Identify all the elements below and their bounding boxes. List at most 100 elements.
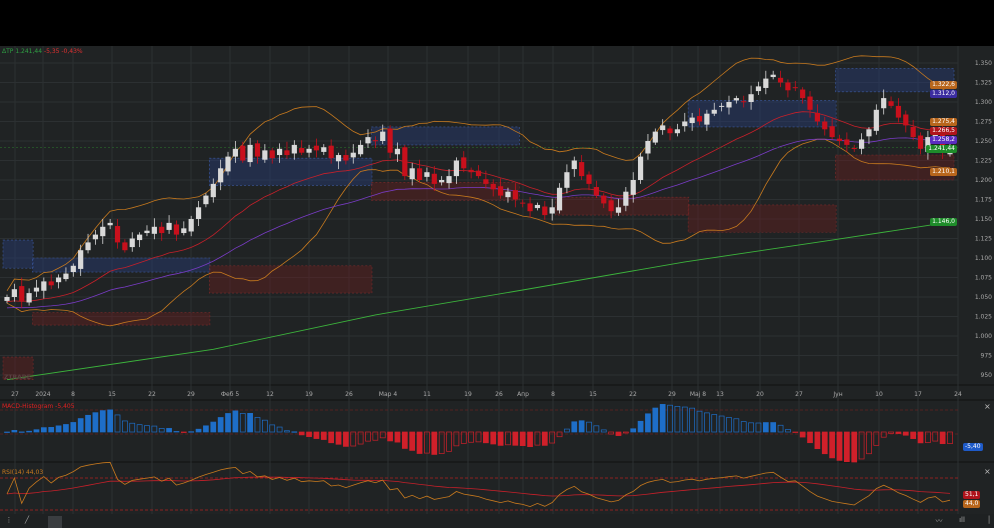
- candle-down: [851, 148, 857, 150]
- macd-histogram-bar: [873, 431, 880, 446]
- supply-zone: [32, 257, 211, 273]
- x-tick-label: Мар 4: [379, 391, 398, 398]
- macd-histogram-bar: [483, 431, 489, 444]
- rsi-close-icon[interactable]: ×: [984, 467, 991, 476]
- supply-zone: [2, 239, 34, 269]
- candle-down: [608, 200, 614, 212]
- macd-histogram-bar: [910, 431, 917, 439]
- macd-histogram-bar: [608, 431, 614, 435]
- candle-up: [137, 234, 143, 241]
- macd-histogram-bar: [446, 431, 452, 452]
- candle-up: [726, 102, 732, 108]
- macd-histogram-bar: [276, 426, 283, 433]
- macd-histogram-bar: [578, 420, 585, 433]
- price-badge: 1.266,5: [930, 126, 957, 135]
- candle-up: [719, 105, 725, 107]
- rsi-value-badge: 44,0: [963, 500, 981, 508]
- candle-up: [321, 147, 327, 152]
- macd-histogram-bar: [600, 429, 607, 433]
- more-icon[interactable]: ⋮: [5, 516, 13, 524]
- supply-zone: [687, 100, 837, 128]
- watermark-logo: ZTRADE: [4, 374, 31, 381]
- macd-histogram-bar: [947, 431, 953, 444]
- macd-histogram-bar: [158, 428, 165, 433]
- macd-histogram-bar: [453, 431, 460, 447]
- x-tick-label: 29: [187, 391, 195, 398]
- x-tick-label: 29: [668, 391, 676, 398]
- macd-histogram-bar: [387, 431, 393, 442]
- macd-histogram-bar: [291, 431, 298, 433]
- draw-pencil-icon[interactable]: ╱: [24, 516, 30, 524]
- y-tick-label: 1.150: [975, 216, 992, 223]
- macd-histogram-bar: [166, 428, 172, 433]
- x-tick-label: 15: [589, 391, 597, 398]
- macd-histogram-bar: [306, 431, 312, 437]
- sma200-line: [6, 221, 951, 381]
- candle-up: [92, 234, 99, 240]
- candle-up: [637, 156, 644, 180]
- demand-zone: [208, 265, 373, 294]
- macd-histogram-bar: [372, 431, 379, 441]
- candle-up: [873, 109, 879, 131]
- macd-histogram-bar: [55, 425, 62, 433]
- candle-up: [505, 191, 511, 198]
- candle-up: [645, 141, 651, 154]
- candle-up: [63, 273, 69, 280]
- macd-histogram-bar: [814, 431, 821, 450]
- ema-slow-line: [6, 137, 951, 309]
- macd-histogram-bar: [799, 431, 806, 438]
- timeframe-button-active[interactable]: [48, 516, 62, 528]
- candle-down: [829, 126, 835, 138]
- macd-histogram-bar: [497, 431, 504, 446]
- price-badge: 1.258,2: [930, 135, 957, 144]
- candle-up: [881, 98, 887, 109]
- candle-down: [888, 101, 894, 106]
- macd-histogram-bar: [880, 431, 887, 438]
- candle-down: [468, 169, 474, 173]
- candle-down: [475, 170, 482, 177]
- macd-histogram-bar: [836, 431, 843, 461]
- chart-canvas[interactable]: 27 2024 8 15 22 29 Феб 5 12 19 26 Мар 4 11 19 26 Апр 8 1…: [0, 46, 994, 514]
- candle-up: [689, 117, 695, 124]
- macd-histogram-bar: [777, 424, 784, 433]
- y-tick-label: 950: [981, 372, 993, 379]
- candle-up: [188, 219, 194, 232]
- rsi-ma-badge: 51,1: [963, 491, 981, 499]
- candle-down: [299, 148, 305, 153]
- indicators-icon[interactable]: ıll: [959, 516, 965, 524]
- settings-icon[interactable]: │: [986, 516, 992, 524]
- macd-histogram-bar: [401, 431, 408, 449]
- y-tick-label: 1.250: [975, 138, 992, 145]
- candle-up: [11, 289, 17, 297]
- candle-up: [424, 172, 430, 177]
- candle-up: [195, 207, 202, 219]
- x-tick-label: 26: [495, 391, 503, 398]
- candle-down: [814, 112, 820, 122]
- x-tick-label: 2024: [35, 391, 50, 398]
- chart-type-line-icon[interactable]: 〰: [935, 517, 943, 525]
- supply-zone: [835, 68, 955, 93]
- candle-up: [453, 160, 459, 177]
- candle-down: [593, 187, 599, 196]
- candle-up: [85, 242, 91, 251]
- macd-histogram-bar: [114, 414, 121, 433]
- demand-zone: [555, 196, 690, 216]
- macd-histogram-bar: [40, 427, 47, 433]
- candle-down: [527, 203, 533, 212]
- candle-up: [70, 265, 76, 273]
- x-tick-label: 20: [756, 391, 764, 398]
- price-badge: 1.210,1: [930, 168, 957, 177]
- candle-down: [328, 145, 334, 159]
- macd-histogram-bar: [932, 431, 939, 442]
- candle-up: [564, 172, 570, 188]
- macd-histogram-bar: [755, 422, 762, 433]
- macd-histogram-bar: [895, 431, 902, 434]
- macd-close-icon[interactable]: ×: [984, 402, 991, 411]
- macd-histogram-bar: [490, 431, 497, 445]
- macd-histogram-bar: [203, 425, 209, 433]
- candle-down: [122, 242, 128, 251]
- macd-histogram-bar: [549, 431, 556, 444]
- macd-histogram-bar: [284, 430, 290, 433]
- macd-histogram-bar: [92, 412, 99, 433]
- candle-up: [365, 137, 371, 144]
